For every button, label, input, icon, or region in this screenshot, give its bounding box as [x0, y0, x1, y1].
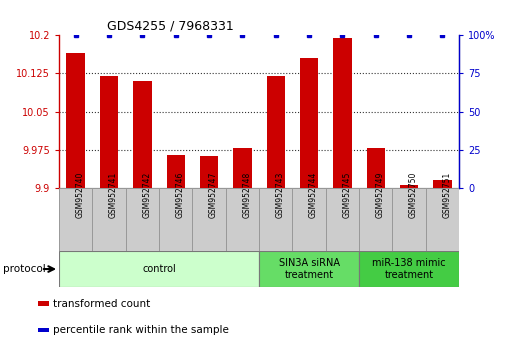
Bar: [233, 148, 251, 188]
Bar: [100, 76, 118, 188]
Bar: [400, 185, 418, 188]
Bar: [159, 188, 192, 251]
Text: GSM952750: GSM952750: [409, 172, 418, 218]
Text: protocol: protocol: [3, 264, 45, 274]
Text: GSM952749: GSM952749: [376, 172, 385, 218]
Bar: [300, 58, 318, 188]
Bar: [126, 188, 159, 251]
Bar: [133, 81, 151, 188]
Text: GSM952740: GSM952740: [76, 172, 85, 218]
Text: GSM952743: GSM952743: [276, 172, 285, 218]
Bar: [67, 53, 85, 188]
Bar: [192, 188, 226, 251]
Bar: [333, 38, 351, 188]
Text: GSM952747: GSM952747: [209, 172, 218, 218]
Bar: [292, 188, 326, 251]
Text: GSM952751: GSM952751: [442, 172, 451, 218]
Text: GSM952742: GSM952742: [143, 172, 151, 218]
Bar: [259, 251, 359, 287]
Bar: [259, 188, 292, 251]
Text: SIN3A siRNA
treatment: SIN3A siRNA treatment: [279, 258, 340, 280]
Text: miR-138 mimic
treatment: miR-138 mimic treatment: [372, 258, 446, 280]
Text: GSM952744: GSM952744: [309, 172, 318, 218]
Bar: [59, 188, 92, 251]
Bar: [200, 156, 218, 188]
Text: GSM952745: GSM952745: [343, 172, 351, 218]
Bar: [38, 328, 49, 332]
Text: GSM952748: GSM952748: [242, 172, 251, 218]
Text: control: control: [142, 264, 176, 274]
Text: GSM952746: GSM952746: [175, 172, 185, 218]
Text: transformed count: transformed count: [53, 298, 150, 309]
Bar: [367, 148, 385, 188]
Text: percentile rank within the sample: percentile rank within the sample: [53, 325, 229, 335]
Bar: [92, 188, 126, 251]
Bar: [433, 180, 451, 188]
Text: GSM952741: GSM952741: [109, 172, 118, 218]
Text: GDS4255 / 7968331: GDS4255 / 7968331: [107, 20, 234, 33]
Bar: [359, 251, 459, 287]
Bar: [326, 188, 359, 251]
Bar: [167, 155, 185, 188]
Bar: [267, 76, 285, 188]
Bar: [38, 302, 49, 306]
Bar: [359, 188, 392, 251]
Bar: [392, 188, 426, 251]
Bar: [226, 188, 259, 251]
Bar: [426, 188, 459, 251]
Bar: [59, 251, 259, 287]
